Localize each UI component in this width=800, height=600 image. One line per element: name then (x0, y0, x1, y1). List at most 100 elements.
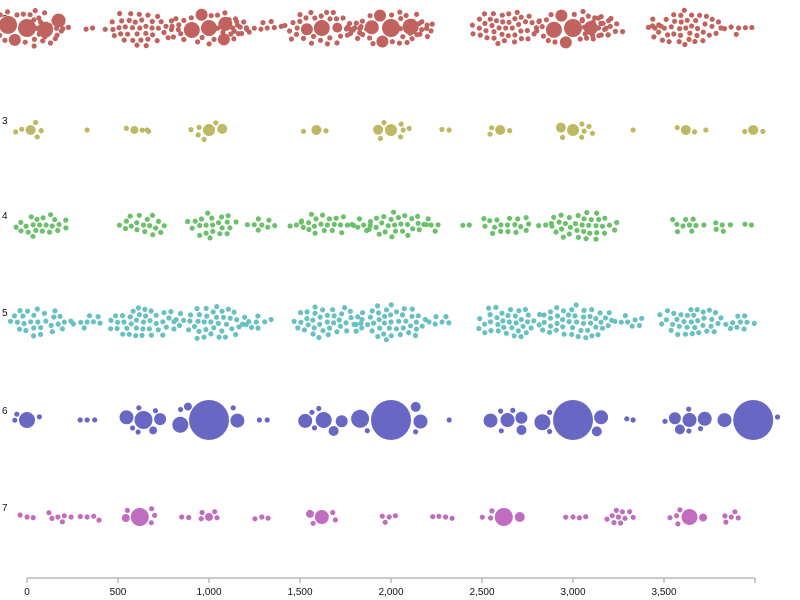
point-row5-c2-21 (139, 332, 145, 338)
point-row2-c8-4 (347, 30, 354, 37)
point-row5-c5-6 (310, 317, 316, 323)
point-row5-c8-22 (516, 308, 522, 314)
point-row2-c12-23 (534, 28, 540, 34)
point-row2-c12-18 (592, 15, 598, 21)
point-row7-c6-1 (265, 515, 271, 521)
point-row5-c1-5 (97, 320, 103, 326)
point-row2-c11-38 (469, 22, 475, 28)
point-row4-c7-13 (409, 216, 415, 222)
point-row4-c0-21 (48, 212, 54, 218)
point-row4-c12-27 (548, 220, 554, 227)
point-row5-c3-28 (242, 314, 248, 320)
point-row2-c1-3 (54, 25, 60, 31)
point-row7-c8-3 (382, 519, 388, 525)
point-row5-c6-34 (409, 306, 415, 312)
point-row3-c7-1 (439, 126, 445, 133)
point-row4-c5-3 (311, 223, 317, 229)
point-row5-c10-5 (636, 322, 643, 329)
point-row7-c12-5 (630, 514, 636, 520)
point-row6-c8-1 (483, 413, 498, 428)
point-row2-c3-22 (145, 36, 151, 42)
point-row7-c11-0 (570, 514, 576, 520)
point-row3-c0-2 (38, 128, 44, 134)
point-row2-c7-16 (318, 13, 324, 19)
point-row5-c8-21 (499, 310, 505, 316)
point-row2-c0-26 (0, 12, 3, 18)
point-row5-c9-26 (605, 323, 611, 329)
point-row5-c5-19 (298, 319, 304, 325)
point-row4-c6-1 (355, 224, 361, 230)
point-row2-c11-37 (514, 9, 520, 15)
point-row2-c7-10 (327, 16, 333, 22)
point-row4-c5-0 (324, 222, 330, 228)
point-row2-c9-20 (404, 39, 410, 46)
point-row2-c6-1 (258, 26, 264, 32)
point-row4-c1-2 (134, 220, 140, 226)
point-row2-c10-3 (407, 30, 413, 36)
row-3: 3 (2, 116, 766, 143)
point-row2-c12-20 (580, 8, 586, 15)
point-row5-c9-2 (566, 319, 572, 325)
point-row3-c9-2 (581, 128, 587, 134)
point-row2-c3-2 (143, 23, 149, 29)
point-row5-c9-6 (570, 325, 576, 331)
point-row4-c7-19 (366, 226, 372, 232)
point-row5-c5-15 (311, 325, 317, 331)
point-row4-c12-21 (606, 222, 613, 228)
point-row5-c9-29 (575, 333, 581, 340)
point-row4-c13-2 (680, 223, 686, 229)
point-row5-c11-0 (688, 319, 694, 325)
point-row4-c1-15 (149, 212, 156, 218)
point-row2-c1-6 (38, 19, 44, 25)
row-label: 4 (2, 211, 8, 222)
point-row5-c5-8 (324, 312, 330, 318)
point-row5-c3-10 (211, 325, 217, 331)
point-row2-c15-9 (677, 32, 684, 39)
point-row5-c3-7 (220, 314, 227, 320)
point-row4-c8-4 (425, 216, 431, 222)
row-5: 5 (2, 302, 757, 343)
point-row3-c2-2 (139, 127, 145, 133)
point-row4-c10-1 (498, 222, 504, 228)
point-row2-c13-16 (608, 15, 614, 22)
point-row6-c6-2 (413, 414, 428, 429)
point-row5-c6-13 (408, 323, 414, 329)
point-row5-c9-7 (560, 317, 566, 323)
point-row4-c1-13 (127, 213, 133, 219)
point-row5-c6-23 (383, 307, 390, 313)
point-row5-c11-6 (684, 312, 691, 318)
point-row2-c9-26 (370, 41, 376, 47)
point-row5-c4-4 (255, 313, 261, 319)
point-row5-c3-14 (196, 328, 202, 334)
point-row2-c10-9 (428, 28, 434, 34)
point-row2-c11-40 (481, 11, 488, 17)
point-row4-c0-4 (34, 216, 40, 222)
point-row3-c1-0 (84, 127, 90, 133)
point-row7-c13-4 (667, 515, 673, 521)
point-row3-c9-4 (560, 134, 566, 140)
point-row4-c10-7 (494, 217, 500, 223)
point-row5-c3-26 (236, 324, 242, 330)
point-row2-c11-14 (493, 18, 500, 24)
point-row2-c4-18 (214, 12, 221, 18)
point-row5-c1-1 (90, 319, 96, 325)
point-row2-c0-5 (36, 15, 42, 21)
point-row4-c1-12 (161, 223, 167, 229)
point-row5-c3-5 (213, 314, 220, 320)
point-row2-c13-3 (600, 20, 606, 26)
point-row5-c8-25 (523, 330, 529, 336)
point-row5-c0-2 (43, 318, 49, 324)
point-row6-c0-1 (12, 417, 18, 423)
point-row2-c7-30 (288, 36, 294, 42)
point-row7-c7-0 (314, 510, 329, 524)
point-row5-c0-27 (30, 333, 37, 339)
point-row5-c11-26 (694, 307, 700, 313)
point-row4-c7-17 (367, 219, 373, 225)
point-row4-c5-19 (308, 211, 315, 217)
point-row6-c11-6 (686, 428, 692, 434)
point-row2-c1-0 (40, 25, 47, 31)
point-row4-c7-11 (410, 226, 416, 232)
point-row5-c0-5 (31, 325, 37, 331)
point-row2-c12-1 (545, 21, 562, 38)
point-row5-c8-20 (482, 321, 488, 327)
